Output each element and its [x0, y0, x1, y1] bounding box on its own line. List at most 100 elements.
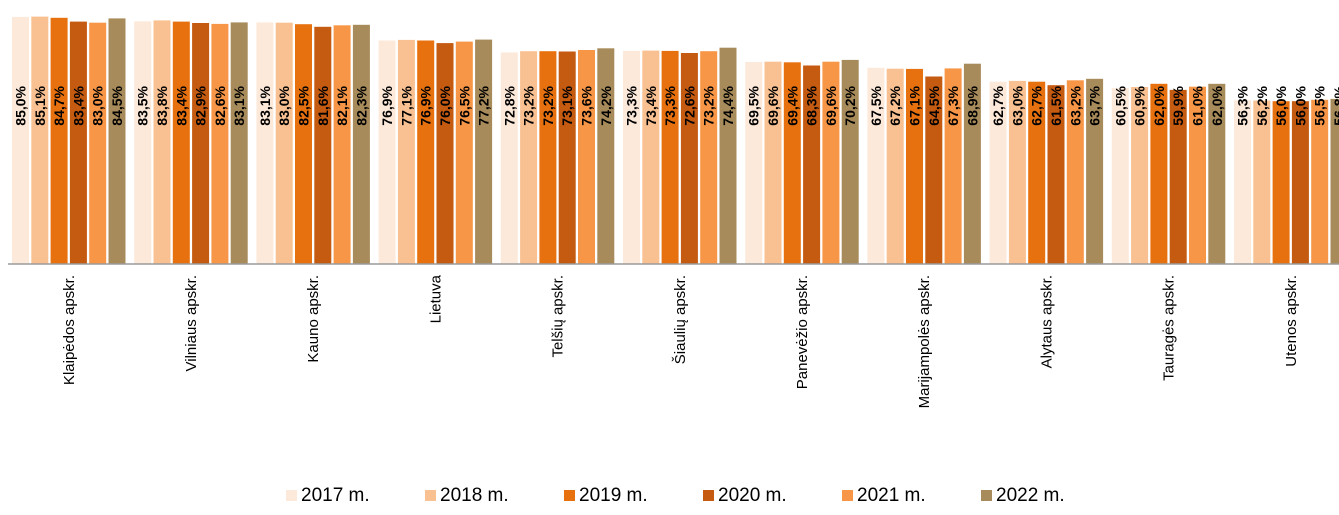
data-label: 76,9% [379, 85, 395, 125]
bar [1150, 83, 1168, 264]
data-label: 56,8% [1331, 85, 1339, 125]
bar [764, 61, 782, 265]
bar [642, 50, 660, 264]
bar [211, 23, 229, 265]
data-label: 73,2% [521, 85, 537, 125]
data-label: 72,6% [681, 85, 697, 125]
data-label: 69,4% [784, 85, 800, 125]
category-label: Vilniaus apskr. [183, 275, 200, 371]
bar [520, 51, 538, 265]
bar [1253, 100, 1271, 264]
bar [597, 48, 615, 264]
bar [89, 22, 107, 265]
bar [500, 52, 518, 265]
bar [925, 76, 943, 264]
data-label: 83,4% [70, 85, 86, 125]
data-label: 73,6% [579, 85, 595, 125]
bar [558, 51, 576, 264]
data-label: 83,8% [154, 85, 170, 125]
data-label: 56,3% [1235, 85, 1251, 125]
data-label: 60,5% [1112, 85, 1128, 125]
bar [295, 24, 312, 265]
data-label: 69,6% [823, 85, 839, 125]
bar [1047, 85, 1065, 264]
data-label: 73,2% [540, 85, 556, 125]
data-label: 70,2% [842, 85, 858, 125]
category-labels-layer: Klaipėdos apskr. Vilniaus apskr. Kauno aps… [61, 274, 1300, 408]
category-label: Tauragės apskr. [1161, 275, 1178, 381]
data-label: 63,0% [1009, 85, 1025, 125]
bar [108, 18, 126, 265]
data-label: 59,9% [1170, 85, 1186, 125]
data-label: 69,6% [765, 85, 781, 125]
data-label: 85,1% [32, 85, 48, 125]
data-label: 67,1% [907, 85, 923, 125]
legend-swatch [564, 490, 575, 501]
data-label: 56,0% [1292, 85, 1308, 125]
data-label: 61,5% [1048, 85, 1064, 125]
bar [1169, 89, 1187, 265]
data-label: 83,5% [135, 85, 151, 125]
bar [1311, 99, 1329, 264]
bar [397, 39, 415, 265]
data-label: 72,8% [501, 85, 517, 125]
bars-layer [12, 16, 1339, 265]
data-label: 73,3% [662, 85, 678, 125]
data-label: 82,5% [296, 85, 312, 125]
bar [192, 23, 210, 264]
legend-label: 2018 m. [440, 485, 509, 506]
data-label: 77,2% [476, 85, 492, 125]
data-label: 56,2% [1254, 85, 1270, 125]
data-label: 73,1% [559, 85, 575, 125]
bar [378, 40, 396, 264]
bar [841, 59, 859, 265]
bar [783, 62, 801, 264]
data-label: 56,0% [1273, 85, 1289, 125]
bar [906, 68, 923, 265]
data-label: 82,9% [193, 85, 209, 125]
data-label: 82,3% [353, 85, 369, 125]
data-label: 83,1% [257, 85, 273, 125]
bar [661, 50, 679, 265]
bar [50, 17, 68, 264]
bar [314, 26, 332, 264]
bar [1234, 100, 1251, 264]
legend-swatch [842, 490, 853, 501]
data-label: 73,3% [624, 85, 640, 125]
bar [963, 63, 981, 265]
data-label: 76,5% [456, 85, 472, 125]
data-label: 83,0% [276, 85, 292, 125]
data-label: 68,9% [964, 85, 980, 125]
category-label: Klaipėdos apskr. [61, 275, 78, 385]
data-label: 84,5% [109, 85, 125, 125]
data-label: 83,0% [90, 85, 106, 125]
data-label: 56,5% [1312, 85, 1328, 125]
bar [134, 21, 152, 264]
data-label: 62,0% [1209, 85, 1225, 125]
legend-swatch [703, 490, 714, 501]
data-label: 62,7% [990, 85, 1006, 125]
bar [700, 51, 718, 265]
category-label: Alytaus apskr. [1038, 275, 1055, 368]
bar [719, 47, 737, 265]
category-label: Utenos apskr. [1283, 275, 1300, 367]
data-label: 74,2% [598, 85, 614, 125]
data-label: 76,9% [418, 85, 434, 125]
data-label: 64,5% [926, 85, 942, 125]
bar [680, 53, 698, 264]
bar [352, 24, 370, 264]
bar [1272, 101, 1290, 264]
bar [1111, 88, 1129, 264]
data-label: 63,7% [1087, 85, 1103, 125]
data-label: 84,7% [51, 85, 67, 125]
bar [436, 43, 454, 264]
legend-label: 2021 m. [857, 485, 926, 506]
data-label: 63,2% [1067, 85, 1083, 125]
bar [867, 67, 885, 264]
legend-swatch [425, 490, 436, 501]
bar [623, 50, 640, 265]
bar [455, 41, 473, 264]
bar [1066, 80, 1084, 264]
legend-swatch [981, 490, 992, 501]
